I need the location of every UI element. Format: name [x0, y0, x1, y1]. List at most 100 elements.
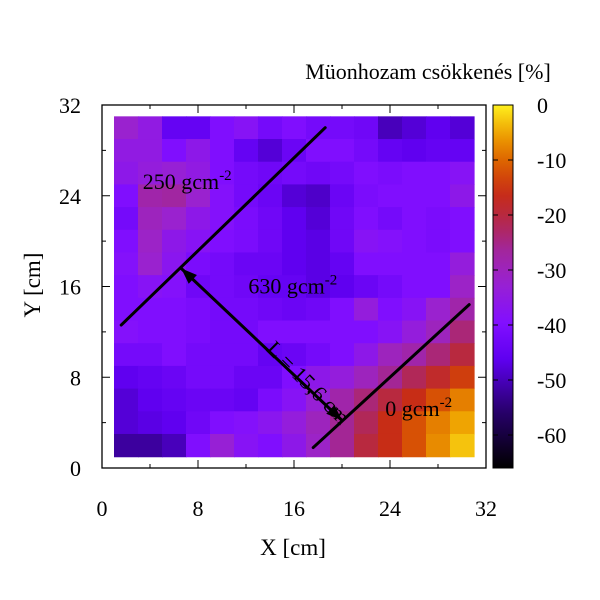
heatmap-cell	[402, 320, 427, 344]
heatmap-cell	[378, 343, 403, 367]
heatmap-cell	[378, 320, 403, 344]
heatmap-cell	[162, 343, 187, 367]
heatmap-cell	[402, 433, 427, 458]
heatmap-cell	[282, 139, 307, 163]
heatmap-cell	[138, 116, 163, 140]
heatmap-cell	[234, 365, 259, 390]
heatmap-cell	[138, 365, 163, 390]
heatmap-cell	[210, 229, 235, 254]
heatmap-cell	[306, 184, 331, 208]
heatmap-cell	[378, 433, 403, 458]
heatmap-cell	[282, 184, 307, 208]
heatmap-cell	[378, 252, 403, 276]
heatmap-cell	[258, 365, 283, 390]
heatmap-cell	[402, 229, 427, 254]
heatmap-cell	[114, 161, 139, 186]
heatmap-cell	[258, 320, 283, 344]
heatmap-cell	[282, 343, 307, 367]
heatmap-cell	[306, 161, 331, 186]
boundary-line-250	[119, 126, 327, 327]
heatmap-cell	[378, 207, 403, 231]
colorbar-tick-label: -40	[537, 313, 566, 338]
heatmap-cell	[306, 275, 331, 299]
heatmap-cell	[258, 139, 283, 163]
colorbar-tick-label: -10	[537, 148, 566, 173]
x-tick-label: 24	[379, 496, 401, 521]
heatmap-cell	[210, 275, 235, 299]
heatmap-cell	[282, 207, 307, 231]
heatmap-cell	[234, 116, 259, 140]
heatmap-cell	[354, 161, 379, 186]
heatmap-cell	[258, 388, 283, 412]
heatmap-cell	[162, 116, 187, 140]
heatmap-cell	[282, 229, 307, 254]
heatmap-cell	[354, 343, 379, 367]
heatmap-cell	[354, 184, 379, 208]
heatmap-cell	[378, 275, 403, 299]
heatmap-cell	[186, 320, 211, 344]
heatmap-cell	[186, 207, 211, 231]
y-tick-label: 24	[59, 184, 81, 209]
y-tick-label: 32	[59, 93, 81, 118]
heatmap-cell	[210, 139, 235, 163]
heatmap-cell	[426, 297, 451, 322]
heatmap-cell	[330, 207, 355, 231]
heatmap-cell	[330, 161, 355, 186]
colorbar-tick-label: -50	[537, 368, 566, 393]
heatmap-cell	[354, 320, 379, 344]
x-tick-label: 16	[283, 496, 305, 521]
heatmap-cell	[402, 388, 427, 412]
heatmap-cell	[378, 184, 403, 208]
heatmap-cell	[162, 184, 187, 208]
heatmap-cell	[114, 184, 139, 208]
heatmap-cell	[426, 343, 451, 367]
heatmap-cell	[450, 320, 475, 344]
heatmap-cell	[114, 388, 139, 412]
heatmap-cell	[282, 388, 307, 412]
y-axis-label: Y [cm]	[20, 253, 45, 318]
heatmap-cell	[138, 343, 163, 367]
heatmap-cell	[450, 207, 475, 231]
heatmap-cell	[330, 433, 355, 458]
heatmap-cell	[330, 139, 355, 163]
heatmap-cell	[330, 388, 355, 412]
heatmap-cell	[330, 116, 355, 140]
heatmap-cell	[138, 139, 163, 163]
heatmap-cell	[330, 184, 355, 208]
colorbar-ticks: 0 -10 -20 -30 -40 -50 -60	[493, 93, 566, 448]
x-tick-label: 0	[97, 496, 108, 521]
heatmap-cell	[138, 229, 163, 254]
boundary-line-0	[311, 303, 471, 450]
heatmap-cell	[114, 411, 139, 435]
heatmap-cell	[258, 411, 283, 435]
heatmap-cell	[282, 411, 307, 435]
heatmap-cell	[234, 229, 259, 254]
heatmap-cell	[426, 139, 451, 163]
heatmap-cell	[282, 161, 307, 186]
heatmap-cell	[210, 116, 235, 140]
heatmap-cell	[306, 388, 331, 412]
heatmap-cell	[114, 139, 139, 163]
heatmap-cell	[330, 365, 355, 390]
heatmap-cell	[210, 207, 235, 231]
heatmap-cell	[354, 229, 379, 254]
heatmap-cell	[210, 433, 235, 458]
heatmap-cell	[114, 365, 139, 390]
heatmap-cell	[426, 365, 451, 390]
heatmap-cell	[306, 116, 331, 140]
heatmap-cell	[210, 161, 235, 186]
heatmap-cell	[426, 433, 451, 458]
heatmap-cell	[186, 388, 211, 412]
heatmap-cell	[354, 116, 379, 140]
heatmap-cell	[306, 320, 331, 344]
heatmap-cell	[114, 207, 139, 231]
heatmap-cell	[162, 411, 187, 435]
heatmap-cell	[138, 320, 163, 344]
heatmap-cell	[402, 252, 427, 276]
heatmap-cell	[234, 433, 259, 458]
heatmap-cell	[186, 161, 211, 186]
colorbar-tick-label: 0	[537, 93, 548, 118]
heatmap-cell	[330, 343, 355, 367]
heatmap-cell	[450, 184, 475, 208]
